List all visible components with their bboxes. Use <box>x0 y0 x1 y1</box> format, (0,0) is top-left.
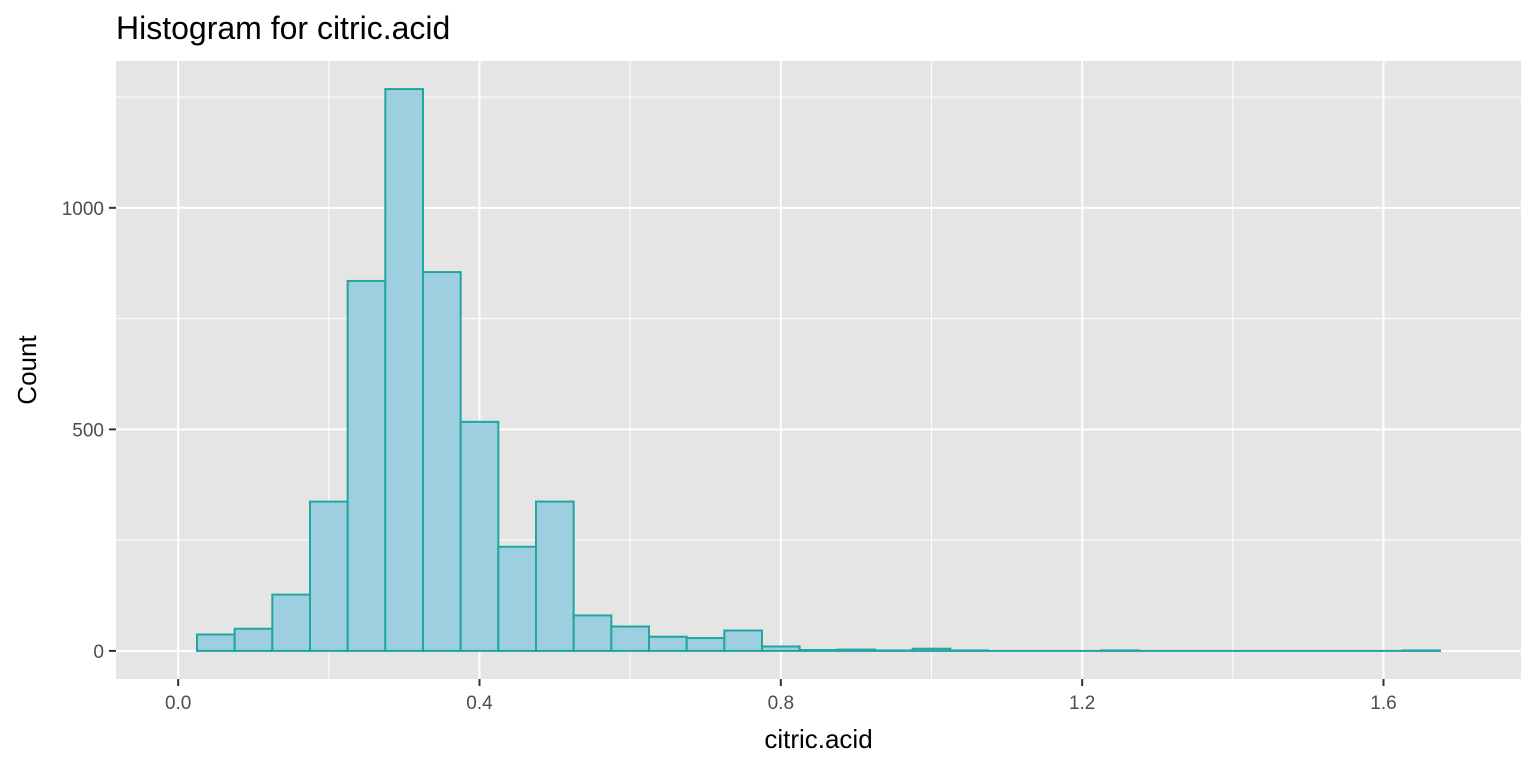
histogram-bar <box>421 271 462 652</box>
minor-gridlines <box>116 61 1521 679</box>
histogram-bar <box>233 627 274 652</box>
histogram-bar <box>610 625 650 652</box>
histogram-bar <box>497 545 537 652</box>
histogram-bar <box>685 637 726 652</box>
histogram-bar <box>384 88 424 652</box>
x-tick-label: 0.8 <box>768 693 794 714</box>
histogram-bar <box>534 500 575 652</box>
y-axis-title: Count <box>12 335 42 405</box>
x-tick-label: 1.6 <box>1370 693 1396 714</box>
histogram-bar <box>798 649 839 652</box>
chart-title: Histogram for citric.acid <box>116 10 450 46</box>
x-axis: 0.0 0.4 0.8 1.2 1.6 <box>165 679 1397 714</box>
histogram-bar <box>195 633 236 652</box>
histogram-bar <box>723 629 763 652</box>
y-tick-label: 500 <box>72 420 104 441</box>
x-axis-title: citric.acid <box>764 724 872 754</box>
histogram-bar <box>459 420 500 652</box>
histogram-bar <box>760 645 801 652</box>
histogram-bar <box>346 279 387 652</box>
x-tick-label: 0.4 <box>466 693 493 714</box>
y-tick-label: 1000 <box>62 199 104 220</box>
y-tick-label: 0 <box>93 642 104 663</box>
histogram-bar <box>308 500 349 652</box>
x-tick-label: 0.0 <box>165 693 191 714</box>
histogram-bars <box>195 88 1442 652</box>
x-tick-label: 1.2 <box>1069 693 1095 714</box>
histogram-bar <box>271 593 311 652</box>
histogram-bar <box>572 614 613 652</box>
histogram-bar <box>647 635 688 652</box>
y-axis: 0 500 1000 <box>62 199 116 663</box>
histogram-bar <box>911 647 952 652</box>
histogram-bar <box>836 648 877 652</box>
